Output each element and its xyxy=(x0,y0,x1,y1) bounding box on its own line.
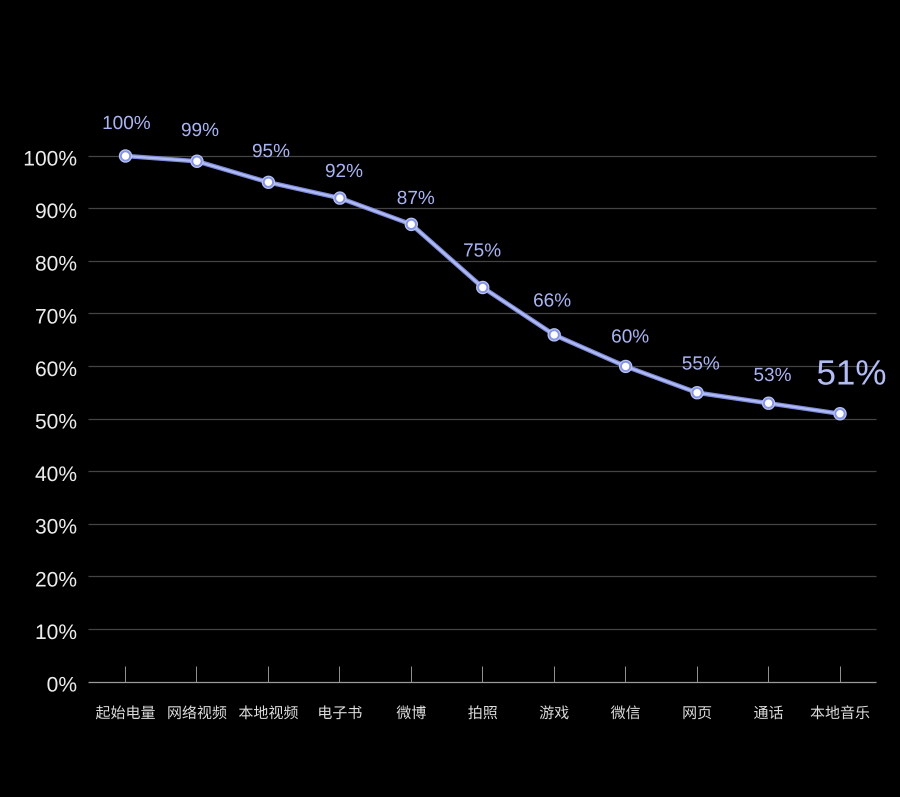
svg-text:55%: 55% xyxy=(682,353,720,374)
svg-text:99%: 99% xyxy=(181,120,219,141)
svg-text:60%: 60% xyxy=(35,358,77,381)
svg-text:70%: 70% xyxy=(35,305,77,328)
svg-text:0%: 0% xyxy=(47,674,77,697)
svg-text:92%: 92% xyxy=(325,161,363,182)
svg-text:30%: 30% xyxy=(35,516,77,539)
svg-text:51%: 51% xyxy=(816,354,886,393)
svg-text:40%: 40% xyxy=(35,463,77,486)
svg-text:87%: 87% xyxy=(397,188,435,209)
svg-text:60%: 60% xyxy=(611,327,649,348)
svg-text:90%: 90% xyxy=(35,200,77,223)
svg-text:95%: 95% xyxy=(252,141,290,162)
svg-text:80%: 80% xyxy=(35,253,77,276)
svg-text:10%: 10% xyxy=(35,621,77,644)
svg-text:53%: 53% xyxy=(753,365,791,386)
svg-text:50%: 50% xyxy=(35,411,77,434)
svg-text:20%: 20% xyxy=(35,568,77,591)
svg-text:75%: 75% xyxy=(463,241,501,262)
svg-text:100%: 100% xyxy=(102,113,151,134)
svg-text:100%: 100% xyxy=(23,148,77,171)
svg-text:66%: 66% xyxy=(533,291,571,312)
